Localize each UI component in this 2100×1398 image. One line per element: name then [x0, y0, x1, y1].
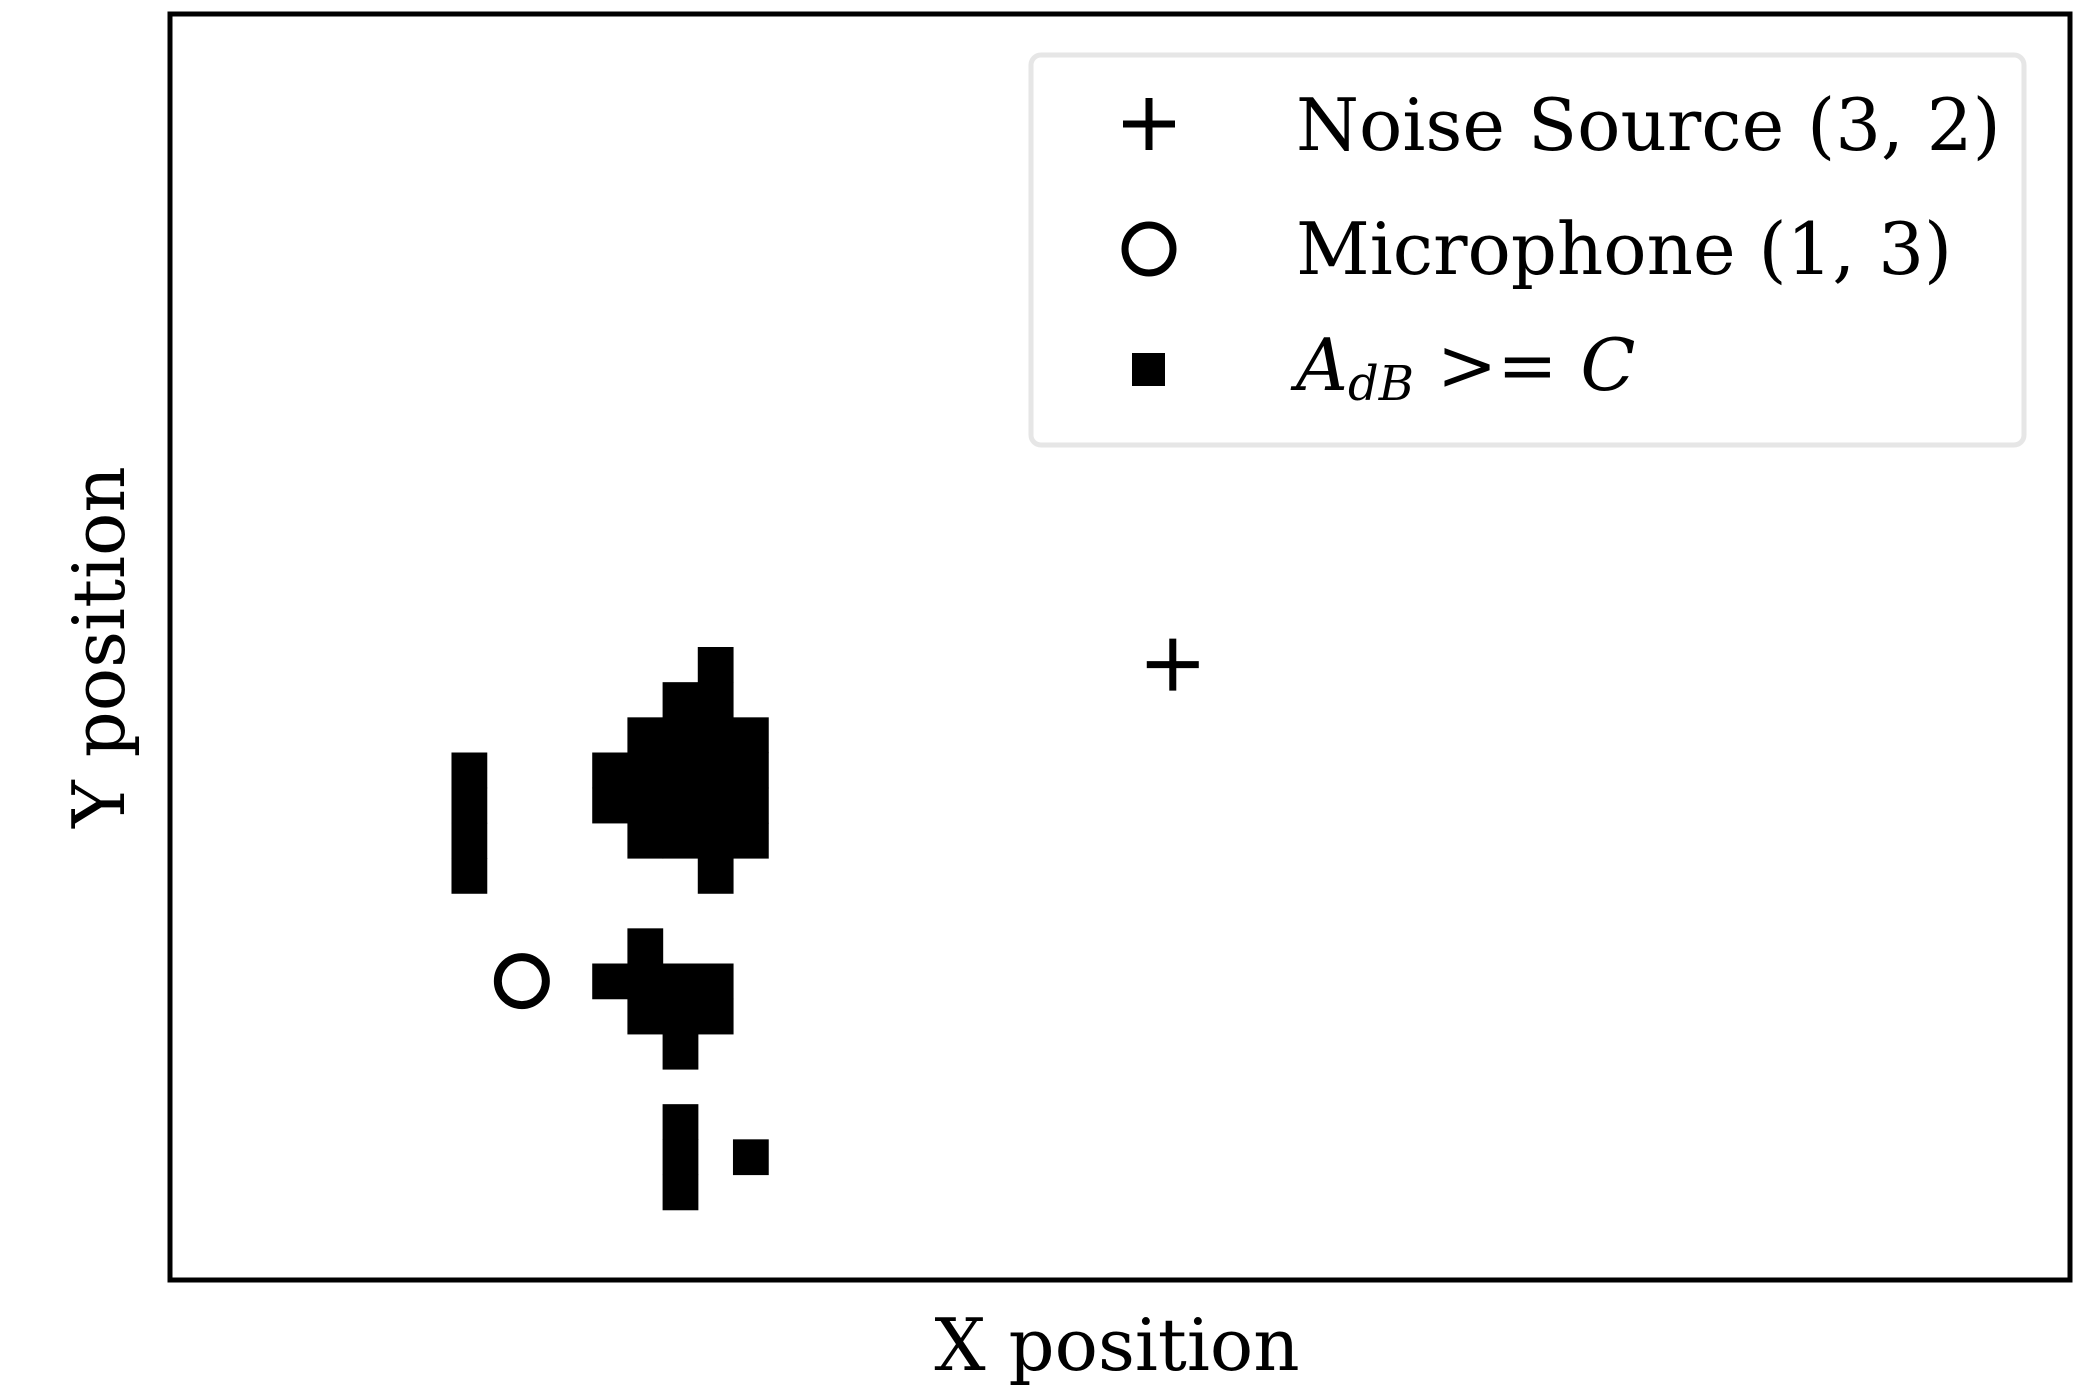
threshold-cell	[662, 752, 699, 789]
microphone-marker	[493, 953, 550, 1010]
threshold-cell	[592, 752, 629, 789]
threshold-cell	[697, 822, 734, 859]
threshold-cell	[697, 858, 734, 894]
threshold-cell	[697, 787, 734, 824]
threshold-cell	[732, 1139, 769, 1176]
legend-label-threshold-base: A	[1290, 323, 1348, 407]
threshold-cell	[662, 717, 699, 754]
x-axis-label: X position	[934, 1303, 1299, 1387]
threshold-cell	[662, 1174, 699, 1211]
threshold-cell	[697, 752, 734, 789]
legend-square-icon	[1132, 353, 1165, 386]
threshold-cell	[451, 858, 488, 894]
threshold-cell	[662, 963, 699, 1000]
threshold-cell	[662, 822, 699, 859]
threshold-cell	[627, 998, 664, 1035]
legend-label-microphone: Microphone (1, 3)	[1296, 207, 1952, 291]
plot-frame	[167, 11, 2073, 1283]
threshold-cell	[627, 963, 664, 1000]
y-axis-label: Y position	[57, 466, 141, 829]
threshold-cell	[627, 717, 664, 754]
threshold-cell	[697, 647, 734, 683]
legend-circle-icon	[1121, 221, 1177, 277]
threshold-cell	[627, 752, 664, 789]
threshold-cell	[662, 787, 699, 824]
threshold-cell	[451, 822, 488, 859]
threshold-cell	[732, 717, 769, 754]
threshold-cell	[732, 787, 769, 824]
threshold-cell	[451, 752, 488, 789]
legend-plus-icon	[1123, 98, 1175, 150]
legend-label-threshold-subscript: dB	[1348, 356, 1414, 412]
legend-label-threshold-rest: >= C	[1414, 323, 1636, 407]
threshold-cell	[732, 752, 769, 789]
threshold-cell	[662, 998, 699, 1035]
legend: Noise Source (3, 2) Microphone (1, 3) Ad…	[1028, 52, 2027, 448]
threshold-cell	[697, 963, 734, 1000]
threshold-cell	[627, 822, 664, 859]
threshold-cell	[627, 928, 664, 965]
threshold-cell	[662, 1033, 699, 1070]
threshold-cell	[662, 1104, 699, 1140]
threshold-cell	[697, 717, 734, 754]
threshold-cell	[732, 822, 769, 859]
threshold-cell	[592, 963, 629, 1000]
threshold-cell	[592, 787, 629, 824]
legend-label-threshold: AdB >= C	[1290, 323, 1636, 412]
threshold-cell	[662, 1139, 699, 1176]
threshold-cell	[627, 787, 664, 824]
threshold-cell	[697, 998, 734, 1035]
noise-source-marker	[1146, 638, 1199, 691]
legend-box	[1028, 52, 2027, 448]
legend-label-noise-source: Noise Source (3, 2)	[1296, 83, 2001, 167]
threshold-cells	[451, 647, 769, 1211]
threshold-cell	[697, 682, 734, 718]
threshold-cell	[451, 787, 488, 824]
threshold-cell	[662, 682, 699, 718]
